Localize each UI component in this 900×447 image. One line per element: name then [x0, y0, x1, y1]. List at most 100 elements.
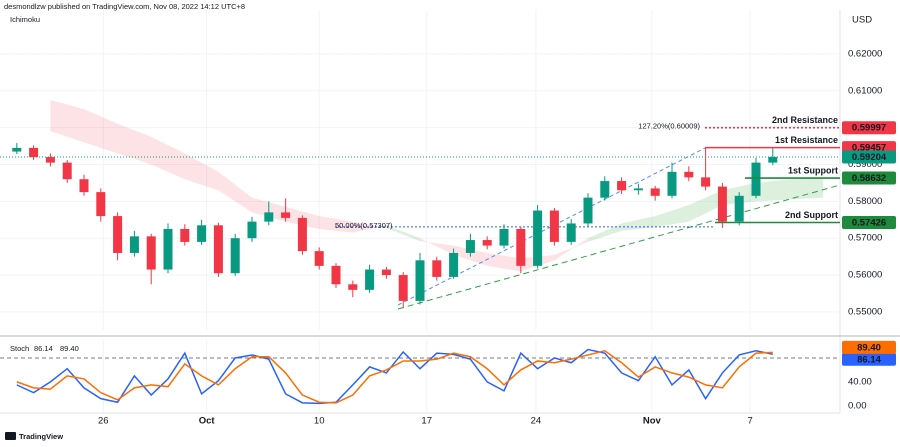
y-tick-label: 0.62000: [848, 48, 882, 59]
cloud-segment: [688, 190, 723, 222]
candle-body: [96, 192, 106, 217]
candle-body: [365, 269, 375, 290]
y-tick-label: 0.57000: [848, 233, 882, 244]
candle-body: [768, 156, 778, 163]
cloud-segment: [151, 136, 185, 180]
fib-label: 127.20%(0.60009): [638, 121, 700, 130]
candle-body: [600, 181, 610, 198]
candle-body: [717, 186, 727, 222]
level-label: 2nd Support: [785, 210, 838, 220]
candle-body: [348, 284, 358, 290]
x-tick-label: 10: [314, 416, 325, 427]
candle-body: [398, 275, 408, 301]
candle-body: [583, 197, 593, 224]
cloud-segment: [319, 216, 353, 233]
candle-body: [751, 162, 761, 196]
last-price-tag-bg: [842, 150, 896, 164]
cloud-segment: [184, 153, 219, 191]
cloud-segment: [554, 238, 588, 261]
candle-body: [432, 260, 442, 277]
x-tick-label: 24: [531, 416, 542, 427]
grid-layer: [0, 10, 840, 413]
candle-body: [533, 210, 543, 266]
y-tick-label: 40.00: [848, 376, 872, 387]
candle-body: [617, 181, 627, 191]
cloud-segment: [756, 179, 790, 202]
x-tick-label: Oct: [199, 416, 216, 427]
candle-body: [516, 228, 526, 266]
last-price-tag: 0.59204: [852, 152, 887, 163]
candle-body: [650, 188, 660, 196]
stoch-tag-bg: [842, 352, 896, 366]
candle-body: [331, 265, 341, 285]
brand-logo: [5, 432, 16, 440]
y-tick-label: 0.56000: [848, 270, 882, 281]
candle-body: [701, 177, 711, 187]
fib-trend-line: [397, 147, 706, 306]
y-tick-label: 0.59000: [848, 159, 882, 170]
candle-body: [314, 251, 324, 266]
x-tick-label: Nov: [643, 416, 662, 427]
trend-line: [397, 184, 841, 310]
candle-body: [79, 179, 89, 193]
candle-body: [734, 195, 744, 222]
footer: TradingView: [5, 432, 63, 441]
candle-body: [667, 171, 677, 196]
candle-body: [449, 252, 459, 277]
cloud-segment: [117, 123, 152, 165]
stoch-line: [16, 349, 773, 404]
candle-body: [146, 236, 156, 270]
cloud-segment: [352, 221, 387, 233]
level-tag: 0.58632: [852, 173, 886, 184]
stoch-tag: 89.40: [857, 342, 881, 353]
candle-body: [213, 225, 223, 274]
brand: TradingView: [19, 432, 63, 441]
drawings: [397, 147, 841, 310]
x-tick-label: 17: [421, 416, 432, 427]
y-tick-label: 0.55000: [848, 306, 882, 317]
stoch-tag-bg: [842, 340, 896, 354]
legend-value: 86.14: [34, 344, 53, 353]
candle-body: [247, 221, 257, 239]
candle-body: [566, 223, 576, 242]
level-tag-bg: [842, 215, 896, 229]
level-label: 2nd Resistance: [772, 115, 838, 125]
tag-layer: 0.550000.560000.570000.580000.590000.600…: [98, 48, 896, 427]
level-tag-bg: [842, 121, 896, 135]
level-label: 1st Resistance: [775, 135, 838, 145]
candle-body: [129, 236, 139, 253]
candle-body: [297, 217, 307, 252]
candle-body: [381, 269, 391, 276]
candle-body: [499, 228, 509, 246]
x-tick-label: 7: [747, 416, 752, 427]
level-tag: 0.59457: [852, 143, 886, 154]
stoch-tag: 86.14: [857, 354, 881, 365]
candle-body: [482, 240, 492, 246]
cloud-segment: [655, 205, 689, 228]
candle-body: [264, 212, 274, 222]
candle-body: [230, 238, 240, 274]
x-tick-label: 26: [98, 416, 109, 427]
fib-label: 50.00%(0.57307): [335, 221, 393, 230]
candle-body: [62, 162, 72, 180]
candle-body: [465, 240, 475, 253]
level-tag: 0.59997: [852, 123, 886, 134]
indicator-title: Ichimoku: [10, 15, 40, 24]
currency-label: USD: [852, 15, 872, 26]
cloud-segment: [487, 252, 521, 272]
candle-body: [281, 212, 291, 218]
cloud-segment: [84, 109, 118, 154]
stoch-line: [16, 348, 773, 405]
y-tick-label: 0.61000: [848, 85, 882, 96]
plot-layer: 127.20%(0.60009) 50.00%(0.57307) 2nd Resis…: [0, 115, 840, 405]
cloud-segment: [420, 238, 454, 255]
candle-body: [549, 210, 559, 242]
legend-value: 89.40: [60, 344, 79, 353]
candle-body: [180, 228, 190, 242]
cloud-segment: [386, 225, 420, 242]
candle-body: [197, 225, 207, 242]
candle-body: [163, 228, 173, 270]
